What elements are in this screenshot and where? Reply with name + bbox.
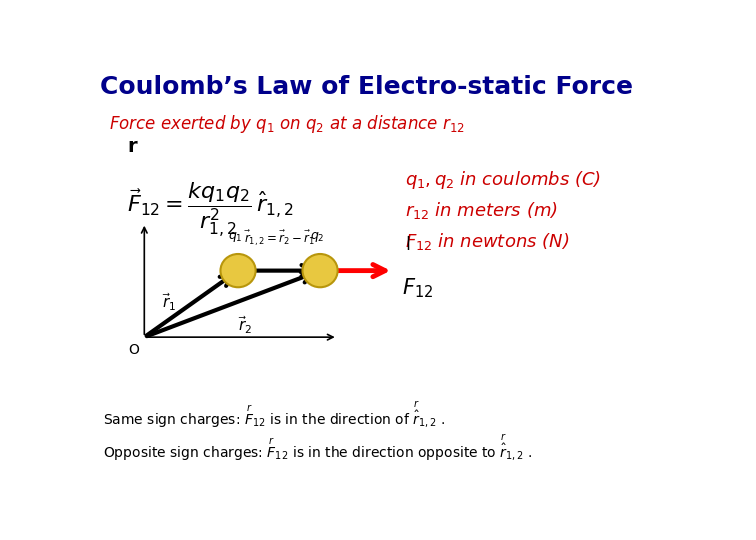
Text: $\vec{r}_1$: $\vec{r}_1$ <box>163 291 177 313</box>
Text: $\mathbf{r}$: $\mathbf{r}$ <box>127 137 138 156</box>
Ellipse shape <box>221 254 256 287</box>
Text: $\vec{r}_{1,2}=\vec{r}_2-\vec{r}_1$: $\vec{r}_{1,2}=\vec{r}_2-\vec{r}_1$ <box>243 228 314 248</box>
Text: Coulomb’s Law of Electro-static Force: Coulomb’s Law of Electro-static Force <box>101 75 634 99</box>
Text: $F_{12}$: $F_{12}$ <box>402 277 433 300</box>
Text: Same sign charges: $\overset{r}{F}_{12}$ is in the direction of $\overset{r}{\ha: Same sign charges: $\overset{r}{F}_{12}$… <box>104 400 445 430</box>
Text: Opposite sign charges: $\overset{r}{F}_{12}$ is in the direction opposite to $\o: Opposite sign charges: $\overset{r}{F}_{… <box>104 433 533 463</box>
Text: Force exerted by $q_1$ on $q_2$ at a distance $r_{12}$: Force exerted by $q_1$ on $q_2$ at a dis… <box>109 113 465 134</box>
Text: $\vec{F}_{12} = \dfrac{kq_1 q_2}{r_{1,2}^2}\,\hat{r}_{1,2}$: $\vec{F}_{12} = \dfrac{kq_1 q_2}{r_{1,2}… <box>127 181 293 240</box>
Ellipse shape <box>302 254 338 287</box>
Text: $q_2$: $q_2$ <box>310 230 324 244</box>
Text: $F_{12}$ in newtons (N): $F_{12}$ in newtons (N) <box>405 231 569 252</box>
Text: $r_{12}$ in meters (m): $r_{12}$ in meters (m) <box>405 200 558 221</box>
Text: O: O <box>129 343 140 357</box>
Text: $q_1, q_2$ in coulombs (C): $q_1, q_2$ in coulombs (C) <box>405 168 601 191</box>
Text: $q_1$: $q_1$ <box>228 230 243 244</box>
Text: $\mathbf{|}$: $\mathbf{|}$ <box>405 234 411 252</box>
Text: $\vec{r}_2$: $\vec{r}_2$ <box>238 314 253 336</box>
